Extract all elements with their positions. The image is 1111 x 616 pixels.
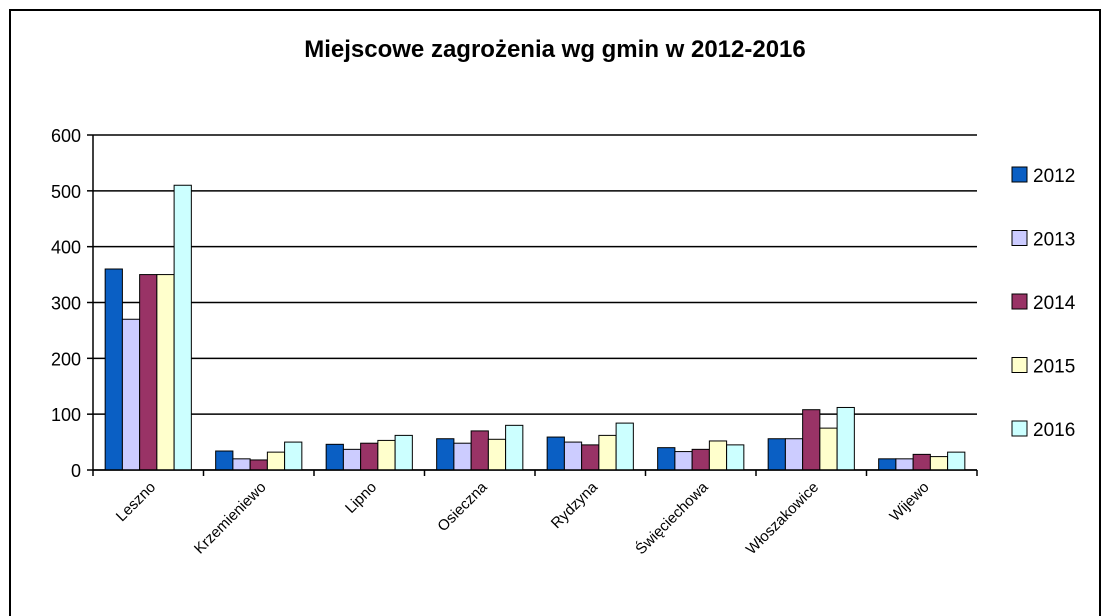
bar [215,450,234,471]
bar [360,442,379,471]
bar [708,440,728,471]
y-tick-label: 400 [51,238,81,258]
bar [912,453,931,471]
bar [581,444,600,471]
legend-label: 2012 [1033,166,1075,187]
bar [453,442,472,471]
y-tick-label: 300 [51,294,81,314]
bar [487,438,507,471]
y-tick-label: 100 [51,405,81,425]
bar [139,274,158,471]
bar [377,439,396,471]
bar [232,458,251,471]
bar [394,434,413,471]
bar [104,268,123,471]
bar [173,184,192,471]
bar [878,458,897,471]
bar [657,447,676,471]
bar [615,422,634,471]
bar [784,438,804,471]
bar [598,434,617,471]
legend-label: 2013 [1033,230,1075,251]
bar [563,441,583,471]
legend-label: 2015 [1033,357,1075,378]
legend-swatch [1011,420,1028,437]
bar [156,274,175,471]
legend-swatch [1011,230,1028,246]
y-tick-label: 200 [51,349,81,369]
legend-label: 2014 [1033,293,1076,314]
legend-swatch [1011,357,1028,373]
bar [767,438,786,471]
bar [436,438,455,471]
bar [674,451,693,471]
bar [802,409,821,471]
legend-swatch [1011,293,1028,310]
bar [929,456,949,471]
legend-label: 2016 [1033,420,1075,441]
bar [284,441,303,471]
bar [342,448,362,471]
bar [726,444,745,471]
bar [836,406,855,471]
bar [470,430,489,471]
bar [325,443,344,471]
bar [947,451,966,471]
y-tick-label: 600 [51,126,81,146]
bar [121,318,141,471]
bar [819,427,838,471]
bar [505,424,524,471]
bar [249,459,268,471]
y-tick-label: 500 [51,182,81,202]
bar [691,448,710,471]
bar [546,436,565,471]
bar [895,458,914,471]
chart-title: Miejscowe zagrożenia wg gmin w 2012-2016 [304,36,806,63]
legend-swatch [1011,166,1028,183]
bar [266,451,286,471]
y-tick-label: 0 [71,461,81,481]
